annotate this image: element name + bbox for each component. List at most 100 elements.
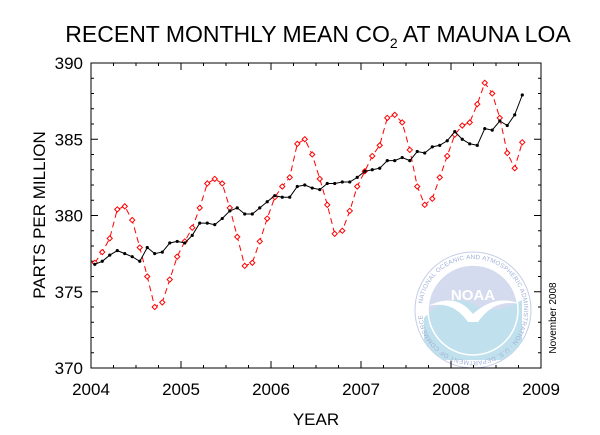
data-point-diamond	[113, 206, 121, 213]
data-point-dot	[123, 252, 127, 256]
data-point-dot	[130, 255, 134, 259]
x-tick-label: 2009	[522, 380, 560, 399]
data-point-diamond	[136, 244, 144, 251]
data-point-diamond	[391, 111, 399, 119]
data-point-diamond	[503, 149, 511, 157]
chart-title-subscript: 2	[390, 35, 398, 51]
data-point-dot	[475, 143, 479, 147]
data-point-diamond	[278, 183, 286, 190]
data-point-diamond	[166, 276, 174, 283]
data-point-diamond	[488, 90, 496, 97]
chart-title-suffix: AT MAUNA LOA	[398, 21, 572, 47]
data-point-dot	[280, 195, 284, 199]
data-point-dot	[190, 233, 194, 237]
data-point-diamond	[121, 203, 129, 210]
data-point-diamond	[353, 183, 361, 190]
data-point-diamond	[173, 253, 181, 260]
chart-title: RECENT MONTHLY MEAN CO2 AT MAUNA LOA	[65, 21, 571, 51]
data-point-dot	[393, 159, 397, 163]
data-point-dot	[385, 159, 389, 163]
data-point-dot	[265, 200, 269, 204]
data-point-dot	[250, 212, 254, 216]
data-point-diamond	[466, 119, 474, 126]
data-point-diamond	[286, 174, 294, 181]
data-point-dot	[243, 212, 247, 216]
data-point-dot	[513, 113, 517, 117]
data-point-diamond	[256, 238, 264, 245]
data-point-dot	[295, 184, 299, 189]
x-tick-label: 2005	[162, 380, 200, 399]
data-point-dot	[355, 175, 359, 179]
data-point-dot	[468, 142, 472, 146]
data-point-dot	[408, 159, 412, 163]
data-point-diamond	[518, 138, 526, 146]
data-point-dot	[100, 259, 104, 263]
series-line-1	[94, 94, 523, 265]
noaa-logo: NOAA NATIONAL OCEANIC AND ATMOSPHERIC AD…	[414, 251, 532, 369]
data-point-dot	[220, 216, 224, 221]
data-point-diamond	[203, 180, 211, 187]
data-point-dot	[145, 245, 149, 250]
data-point-dot	[168, 241, 172, 245]
series-layer	[91, 79, 526, 311]
x-axis-title: YEAR	[293, 410, 339, 429]
data-point-dot	[198, 221, 202, 225]
data-point-dot	[175, 239, 179, 244]
data-point-diamond	[218, 180, 226, 187]
data-point-dot	[318, 187, 322, 192]
series-line-0	[94, 81, 523, 308]
data-point-diamond	[196, 204, 204, 212]
data-point-dot	[93, 262, 97, 266]
data-point-diamond	[511, 164, 519, 172]
data-point-dot	[505, 123, 509, 128]
data-point-dot	[400, 155, 404, 160]
data-point-diamond	[406, 146, 414, 154]
data-point-dot	[445, 139, 449, 143]
data-point-dot	[415, 149, 419, 154]
data-point-dot	[205, 221, 209, 225]
y-tick-label: 375	[55, 283, 83, 302]
data-point-dot	[310, 186, 314, 190]
data-point-dot	[183, 241, 187, 245]
data-point-dot	[340, 180, 344, 184]
y-tick-label: 370	[55, 359, 83, 378]
axes: 2004 2005 2006 2007 2008 2009 370 375 380 385 390	[55, 54, 560, 399]
data-point-dot	[115, 248, 119, 253]
chart-title-main: RECENT MONTHLY MEAN CO	[65, 21, 390, 47]
data-point-dot	[333, 181, 337, 186]
data-point-diamond	[128, 216, 136, 224]
data-point-diamond	[241, 262, 249, 270]
data-point-dot	[483, 126, 487, 131]
data-point-diamond	[98, 248, 106, 256]
data-point-dot	[213, 223, 217, 227]
data-point-dot	[325, 181, 329, 186]
data-point-dot	[490, 128, 494, 132]
data-point-diamond	[338, 227, 346, 235]
data-point-diamond	[316, 175, 324, 183]
data-point-dot	[235, 206, 239, 210]
data-point-diamond	[263, 215, 271, 222]
noaa-logo-text: NOAA	[451, 287, 495, 304]
data-point-diamond	[233, 233, 241, 241]
data-point-dot	[153, 252, 157, 256]
data-point-diamond	[473, 100, 481, 108]
y-tick-label: 380	[55, 207, 83, 226]
data-point-diamond	[428, 195, 436, 203]
data-point-dot	[273, 194, 277, 198]
x-tick-label: 2007	[342, 380, 380, 399]
data-point-diamond	[106, 235, 114, 242]
data-point-diamond	[331, 230, 339, 238]
data-point-diamond	[398, 119, 406, 126]
data-point-dot	[423, 151, 427, 155]
data-point-diamond	[308, 151, 316, 158]
date-credit: November 2008	[548, 282, 559, 354]
data-point-diamond	[211, 175, 219, 183]
data-point-dot	[498, 119, 502, 123]
data-point-diamond	[301, 135, 309, 143]
data-point-diamond	[346, 207, 354, 215]
data-point-dot	[378, 166, 382, 170]
data-point-dot	[108, 253, 112, 257]
data-point-dot	[288, 195, 292, 199]
data-point-diamond	[458, 122, 466, 129]
data-point-diamond	[143, 273, 151, 280]
